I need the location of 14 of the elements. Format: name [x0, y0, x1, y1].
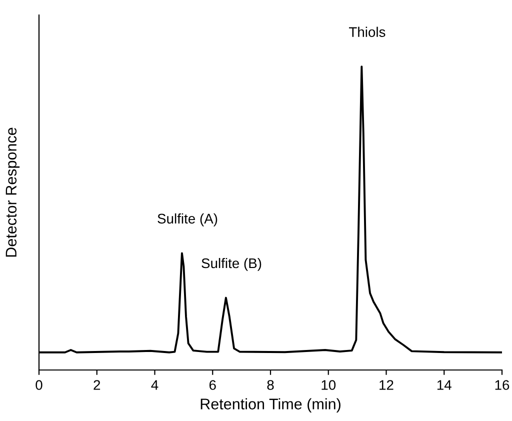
annotation: Sulfite (A) — [158, 213, 218, 226]
x-axis-title: Retention Time (min) — [200, 398, 340, 412]
annotation: Thiols — [349, 26, 386, 37]
annotation: Sulfite (B) — [202, 258, 262, 271]
x-tick-label: 16 — [495, 380, 510, 390]
x-tick-label: 8 — [267, 380, 274, 390]
x-tick-label: 0 — [36, 380, 42, 390]
x-tick-label: 2 — [94, 380, 100, 390]
x-tick-label: 4 — [151, 380, 158, 390]
x-tick-label: 12 — [380, 380, 394, 390]
x-tick-label: 6 — [209, 380, 216, 390]
x-tick-label: 14 — [437, 380, 452, 390]
y-axis-title: Detector Responce — [6, 128, 20, 257]
x-tick-label: 10 — [322, 380, 336, 390]
